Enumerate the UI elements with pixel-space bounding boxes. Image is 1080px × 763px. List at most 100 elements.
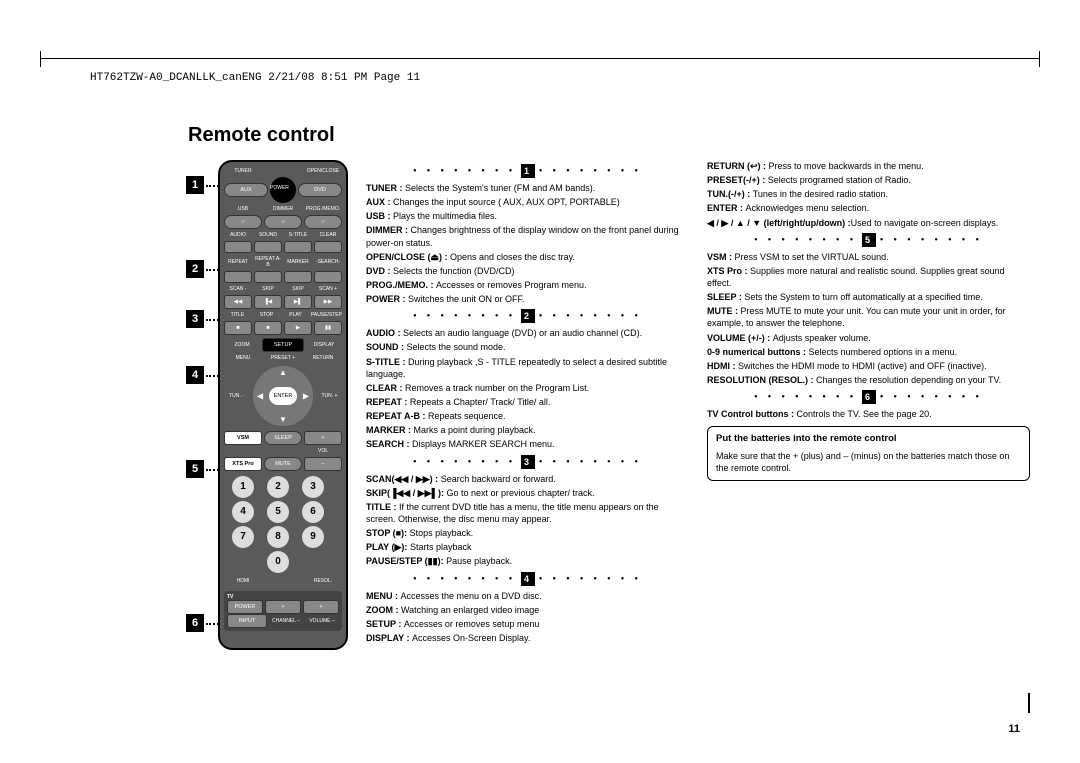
lbl: PRESET + bbox=[264, 355, 302, 361]
desc-item: HDMI : Switches the HDMI mode to HDMI (a… bbox=[707, 360, 1030, 372]
desc-term: RETURN (↩) : bbox=[707, 161, 769, 171]
desc-text: If the current DVD title has a menu, the… bbox=[366, 502, 659, 524]
num-5: 5 bbox=[267, 501, 289, 523]
lbl: S-TITLE bbox=[284, 232, 312, 238]
desc-text: Accesses or removes Program menu. bbox=[436, 280, 587, 290]
b: CHANNEL – bbox=[269, 618, 303, 624]
desc-term: SCAN(◀◀ / ▶▶) : bbox=[366, 474, 441, 484]
page-number: 11 bbox=[1008, 723, 1020, 735]
desc-item: SLEEP : Sets the System to turn off auto… bbox=[707, 291, 1030, 303]
lbl: -SEARCH- bbox=[314, 259, 342, 265]
desc-text: Press MUTE to mute your unit. You can mu… bbox=[707, 306, 1006, 328]
desc-text: Press to move backwards in the menu. bbox=[769, 161, 924, 171]
desc-text: Selects the function (DVD/CD) bbox=[393, 266, 515, 276]
desc-item: XTS Pro : Supplies more natural and real… bbox=[707, 265, 1030, 289]
desc-text: Sets the System to turn off automaticall… bbox=[744, 292, 982, 302]
lbl: DISPLAY bbox=[306, 342, 342, 348]
b bbox=[254, 271, 282, 283]
desc-item: AUDIO : Selects an audio language (DVD) … bbox=[366, 327, 689, 339]
desc-item: REPEAT : Repeats a Chapter/ Track/ Title… bbox=[366, 396, 689, 408]
desc-text: Selects the sound mode. bbox=[407, 342, 506, 352]
crop-marks bbox=[40, 58, 1040, 59]
lbl: SKIP bbox=[254, 286, 282, 292]
desc-text: Marks a point during playback. bbox=[414, 425, 536, 435]
desc-item: PRESET(-/+) : Selects programed station … bbox=[707, 174, 1030, 186]
desc-term: S-TITLE : bbox=[366, 357, 408, 367]
desc-term: ZOOM : bbox=[366, 605, 401, 615]
desc-text: Used to navigate on-screen displays. bbox=[851, 218, 999, 228]
lbl: SOUND bbox=[254, 232, 282, 238]
b: ▐◀ bbox=[254, 295, 282, 309]
b bbox=[314, 241, 342, 253]
desc-term: MARKER : bbox=[366, 425, 414, 435]
lbl-usb: USB bbox=[224, 206, 262, 212]
btn-voldn: – bbox=[304, 457, 342, 471]
lbl: TITLE bbox=[224, 312, 251, 318]
desc-term: SOUND : bbox=[366, 342, 407, 352]
desc-term: AUX : bbox=[366, 197, 393, 207]
desc-text: Selects numbered options in a menu. bbox=[809, 347, 958, 357]
b-o: ☼ bbox=[264, 215, 302, 229]
number-pad: 1234567890 bbox=[224, 474, 342, 575]
desc-term: VSM : bbox=[707, 252, 735, 262]
desc-item: DISPLAY : Accesses On-Screen Display. bbox=[366, 632, 689, 644]
desc-item: MUTE : Press MUTE to mute your unit. You… bbox=[707, 305, 1030, 329]
btn-mute: MUTE bbox=[264, 457, 302, 471]
desc-term: XTS Pro : bbox=[707, 266, 750, 276]
desc-term: TUN.(-/+) : bbox=[707, 189, 753, 199]
desc-item: TUNER : Selects the System's tuner (FM a… bbox=[366, 182, 689, 194]
desc-term: PLAY (▶): bbox=[366, 542, 410, 552]
lbl-dimmer: DIMMER bbox=[264, 206, 302, 212]
b bbox=[254, 241, 282, 253]
desc-item: PROG./MEMO. : Accesses or removes Progra… bbox=[366, 279, 689, 291]
desc-term: PROG./MEMO. : bbox=[366, 280, 436, 290]
desc-term: PAUSE/STEP (▮▮): bbox=[366, 556, 446, 566]
desc-item: VSM : Press VSM to set the VIRTUAL sound… bbox=[707, 251, 1030, 263]
lbl: SKIP bbox=[284, 286, 312, 292]
desc-item: AUX : Changes the input source ( AUX, AU… bbox=[366, 196, 689, 208]
b-o: ○ bbox=[304, 215, 342, 229]
desc-text: Repeats a Chapter/ Track/ Title/ all. bbox=[410, 397, 551, 407]
num-4: 4 bbox=[232, 501, 254, 523]
num-3: 3 bbox=[302, 476, 324, 498]
content-area: 123456 TUNEROPEN/CLOSE AUXPOWERDVD USBDI… bbox=[188, 160, 1030, 650]
desc-item: STOP (■): Stops playback. bbox=[366, 527, 689, 539]
lbl-hdmi: HDMI bbox=[224, 578, 262, 584]
desc-term: OPEN/CLOSE (⏏) : bbox=[366, 252, 450, 262]
b bbox=[284, 271, 312, 283]
section-marker-4: 4 bbox=[186, 366, 204, 384]
section-marker-2: 2 bbox=[186, 260, 204, 278]
desc-item: SCAN(◀◀ / ▶▶) : Search backward or forwa… bbox=[366, 473, 689, 485]
desc-item: SETUP : Accesses or removes setup menu bbox=[366, 618, 689, 630]
desc-item: USB : Plays the multimedia files. bbox=[366, 210, 689, 222]
lbl-tun-r: TUN. + bbox=[317, 393, 342, 399]
desc-item: ZOOM : Watching an enlarged video image bbox=[366, 604, 689, 616]
nav-pad: ▲ ▼ ◀ ▶ ENTER bbox=[253, 366, 313, 426]
desc-item: REPEAT A-B : Repeats sequence. bbox=[366, 410, 689, 422]
desc-term: USB : bbox=[366, 211, 393, 221]
desc-text: Pause playback. bbox=[446, 556, 512, 566]
desc-text: Supplies more natural and realistic soun… bbox=[707, 266, 1005, 288]
b-o: ○ bbox=[224, 215, 262, 229]
section-head-2: • • • • • • • • 2 • • • • • • • • bbox=[366, 309, 689, 323]
desc-term: HDMI : bbox=[707, 361, 738, 371]
btn-dvd: DVD bbox=[298, 183, 342, 197]
desc-term: DIMMER : bbox=[366, 225, 411, 235]
lbl: SCAN + bbox=[314, 286, 342, 292]
desc-text: Changes the input source ( AUX, AUX OPT,… bbox=[393, 197, 620, 207]
desc-text: Starts playback bbox=[410, 542, 472, 552]
page-title: Remote control bbox=[188, 124, 335, 147]
section-marker-6: 6 bbox=[186, 614, 204, 632]
desc-item: PAUSE/STEP (▮▮): Pause playback. bbox=[366, 555, 689, 567]
desc-term: REPEAT A-B : bbox=[366, 411, 428, 421]
btn-volup: + bbox=[304, 431, 342, 445]
section-head-5: • • • • • • • • 5 • • • • • • • • bbox=[707, 233, 1030, 247]
desc-term: REPEAT : bbox=[366, 397, 410, 407]
desc-item: OPEN/CLOSE (⏏) : Opens and closes the di… bbox=[366, 251, 689, 263]
btn-vsm: VSM bbox=[224, 431, 262, 445]
desc-term: TITLE : bbox=[366, 502, 399, 512]
desc-text: Changes the resolution depending on your… bbox=[816, 375, 1001, 385]
desc-item: DVD : Selects the function (DVD/CD) bbox=[366, 265, 689, 277]
desc-term: MENU : bbox=[366, 591, 401, 601]
btn-power: POWER bbox=[270, 177, 296, 203]
